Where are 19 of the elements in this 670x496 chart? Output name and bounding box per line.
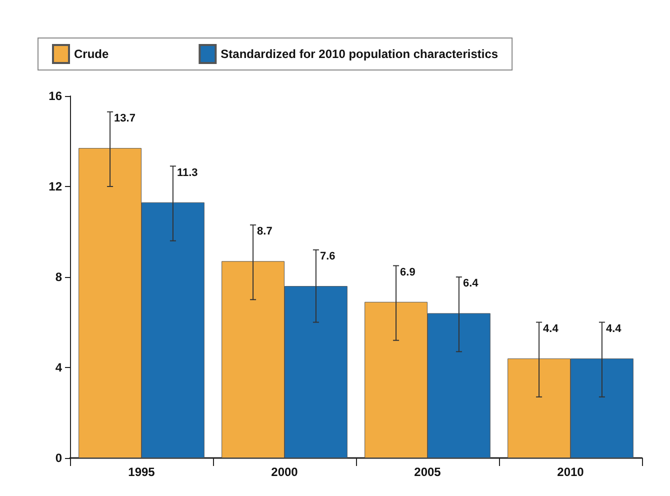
x-tick-label: 2005: [414, 465, 442, 479]
data-label: 4.4: [606, 322, 622, 335]
data-label: 7.6: [320, 250, 336, 263]
x-tick-label: 2000: [271, 465, 298, 479]
y-tick-label: 16: [48, 89, 62, 103]
y-tick-label: 8: [55, 270, 62, 284]
y-tick-label: 0: [55, 451, 62, 465]
y-tick-label: 12: [48, 180, 62, 194]
x-tick-label: 1995: [128, 465, 156, 479]
data-label: 6.9: [400, 266, 416, 278]
x-tick-label: 2010: [557, 465, 584, 479]
data-label: 4.4: [543, 322, 560, 335]
data-label: 8.7: [257, 226, 272, 238]
legend-label: Standardized for 2010 population characteristics: [220, 47, 498, 61]
data-label: 13.7: [114, 112, 136, 125]
legend-label: Crude: [74, 47, 109, 61]
y-tick-label: 4: [55, 360, 62, 374]
data-label: 11.3: [176, 166, 198, 179]
data-label: 6.4: [462, 278, 480, 290]
